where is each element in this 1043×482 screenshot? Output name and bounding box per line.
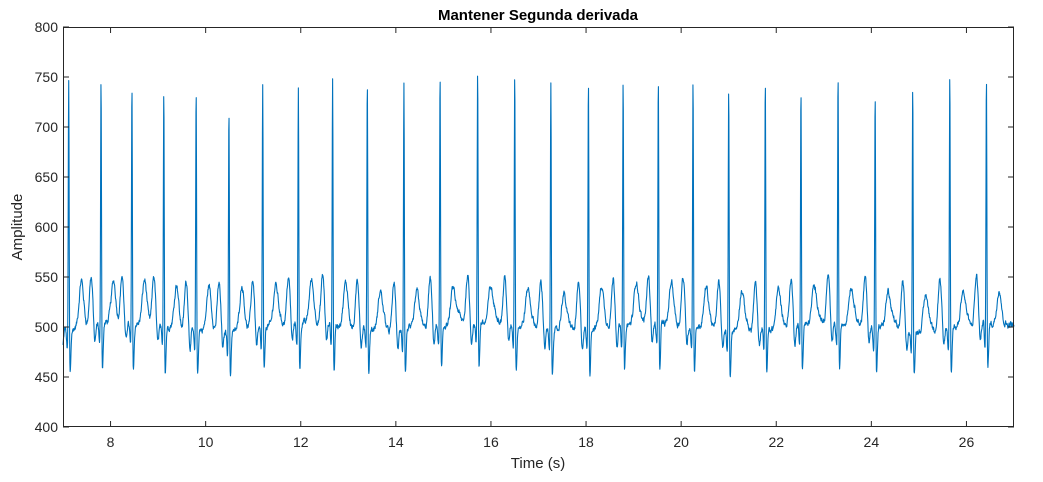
y-tick-label: 600	[35, 219, 59, 235]
y-tick-label: 650	[35, 169, 59, 185]
chart-title: Mantener Segunda derivada	[438, 7, 639, 24]
x-tick-label: 14	[388, 434, 404, 450]
x-tick-label: 16	[483, 434, 499, 450]
y-tick-label: 750	[35, 69, 59, 85]
x-tick-label: 10	[198, 434, 214, 450]
x-tick-label: 20	[673, 434, 689, 450]
x-tick-label: 26	[959, 434, 975, 450]
y-tick-label: 400	[35, 419, 59, 435]
x-tick-label: 12	[293, 434, 309, 450]
ticks-group: 8 10 12 14 16 18 20 22 24 26 400 450 500 550 600 650 700…	[35, 19, 1014, 450]
y-tick-label: 500	[35, 319, 59, 335]
y-tick-label: 800	[35, 19, 59, 35]
series-line	[62, 75, 1015, 378]
y-tick-label: 550	[35, 269, 59, 285]
x-tick-label: 8	[107, 434, 115, 450]
x-axis-label: Time (s)	[511, 455, 565, 472]
series-group	[62, 75, 1015, 378]
x-tick-label: 22	[768, 434, 784, 450]
plot-area	[63, 27, 1014, 427]
plot-border	[63, 27, 1014, 427]
x-tick-label: 18	[578, 434, 594, 450]
x-tick-label: 24	[864, 434, 880, 450]
y-tick-label: 450	[35, 369, 59, 385]
y-tick-label: 700	[35, 119, 59, 135]
y-axis-label: Amplitude	[9, 194, 26, 261]
